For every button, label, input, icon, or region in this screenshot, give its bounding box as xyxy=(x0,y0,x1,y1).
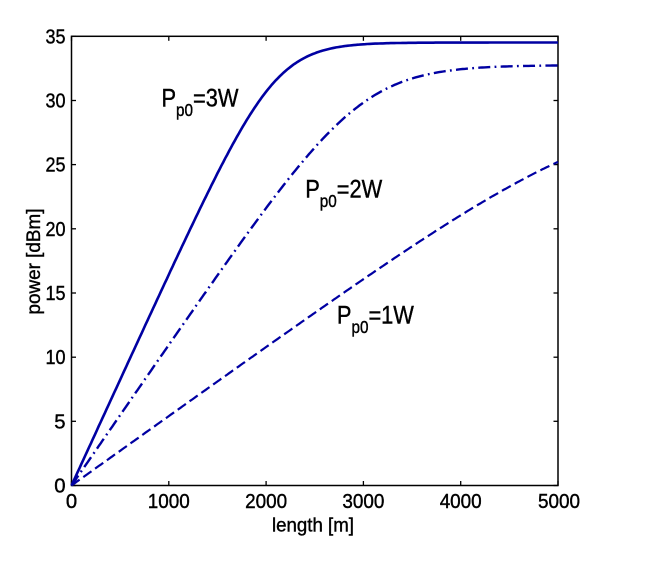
svg-text:2000: 2000 xyxy=(245,491,287,513)
svg-text:5000: 5000 xyxy=(538,491,580,513)
svg-text:30: 30 xyxy=(46,91,66,113)
svg-text:Pp0=2W: Pp0=2W xyxy=(305,176,382,212)
svg-text:25: 25 xyxy=(46,155,66,177)
svg-text:power [dBm]: power [dBm] xyxy=(23,209,45,315)
svg-text:Pp0=3W: Pp0=3W xyxy=(162,85,239,121)
svg-text:5: 5 xyxy=(54,411,65,433)
svg-text:4000: 4000 xyxy=(440,491,482,513)
svg-text:15: 15 xyxy=(46,283,66,305)
svg-text:0: 0 xyxy=(66,491,77,513)
svg-text:Pp0=1W: Pp0=1W xyxy=(337,301,414,337)
svg-text:1000: 1000 xyxy=(148,491,190,513)
svg-text:35: 35 xyxy=(46,26,66,48)
svg-text:3000: 3000 xyxy=(342,491,384,513)
svg-text:length [m]: length [m] xyxy=(272,515,354,537)
svg-text:20: 20 xyxy=(46,219,66,241)
svg-text:0: 0 xyxy=(54,476,65,498)
svg-text:10: 10 xyxy=(46,347,66,369)
